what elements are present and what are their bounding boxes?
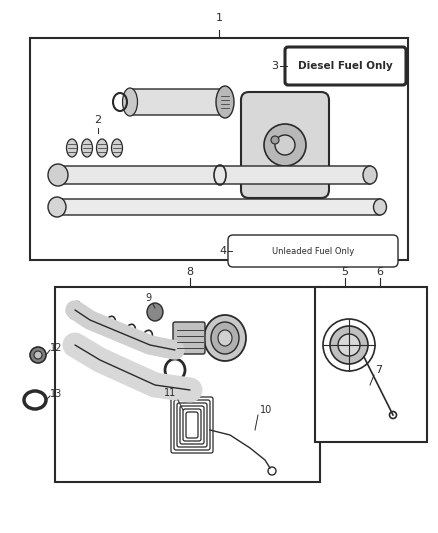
Ellipse shape [68, 335, 82, 356]
Text: 7: 7 [375, 365, 382, 375]
Text: 3: 3 [271, 61, 278, 71]
Text: 6: 6 [377, 267, 384, 277]
Ellipse shape [363, 166, 377, 184]
Ellipse shape [264, 124, 306, 166]
Ellipse shape [48, 197, 66, 217]
Text: 8: 8 [187, 267, 194, 277]
Ellipse shape [30, 347, 46, 363]
Text: 10: 10 [260, 405, 272, 415]
Ellipse shape [81, 139, 92, 157]
Ellipse shape [67, 139, 78, 157]
Ellipse shape [123, 88, 138, 116]
Bar [315, 287, 427, 442]
Ellipse shape [216, 86, 234, 118]
Text: 4: 4 [220, 246, 227, 256]
FancyBboxPatch shape [173, 322, 205, 354]
Ellipse shape [112, 139, 123, 157]
Ellipse shape [211, 322, 239, 354]
Ellipse shape [48, 164, 68, 186]
FancyBboxPatch shape [285, 47, 406, 85]
Ellipse shape [218, 330, 232, 346]
Ellipse shape [147, 303, 163, 321]
FancyBboxPatch shape [228, 235, 398, 267]
Bar [30, 38, 408, 260]
Bar [55, 287, 320, 482]
Text: Diesel Fuel Only: Diesel Fuel Only [298, 61, 392, 71]
Ellipse shape [374, 199, 386, 215]
Text: 13: 13 [50, 389, 62, 399]
Text: 9: 9 [146, 293, 152, 303]
FancyBboxPatch shape [241, 92, 329, 198]
Ellipse shape [204, 315, 246, 361]
Ellipse shape [271, 136, 279, 144]
Ellipse shape [96, 139, 107, 157]
Text: Unleaded Fuel Only: Unleaded Fuel Only [272, 246, 354, 255]
Text: 5: 5 [342, 267, 349, 277]
Ellipse shape [34, 351, 42, 359]
FancyBboxPatch shape [56, 199, 381, 215]
FancyBboxPatch shape [129, 89, 226, 115]
Ellipse shape [330, 326, 368, 364]
Text: 11: 11 [164, 388, 176, 398]
Text: 2: 2 [95, 115, 102, 125]
Text: 1: 1 [215, 13, 223, 23]
FancyBboxPatch shape [57, 166, 371, 184]
Ellipse shape [275, 135, 295, 155]
Ellipse shape [69, 301, 81, 319]
Ellipse shape [338, 334, 360, 356]
Text: 12: 12 [50, 343, 62, 353]
